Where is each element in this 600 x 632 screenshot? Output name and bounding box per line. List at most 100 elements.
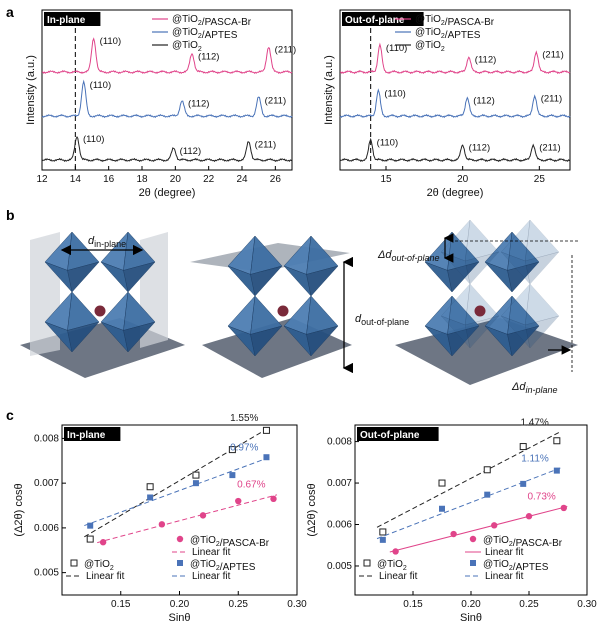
y-tick-label: 0.005 xyxy=(34,568,59,579)
octahedron-face xyxy=(524,315,560,349)
legend-label: @TiO2/APTES xyxy=(483,559,549,573)
octahedron-face xyxy=(464,251,500,285)
y-axis-label: (Δ2θ) cosθ xyxy=(13,483,25,536)
octahedron-face xyxy=(306,325,339,357)
x-tick-label: 22 xyxy=(203,174,215,185)
data-point xyxy=(438,479,446,487)
y-tick-label: 0.007 xyxy=(34,478,59,489)
fit-line xyxy=(376,467,561,540)
x-axis-label: Sinθ xyxy=(168,612,190,624)
y-axis-label: (Δ2θ) cosθ xyxy=(306,483,318,536)
center-atom-3 xyxy=(474,305,486,317)
peak-label: (112) xyxy=(180,146,201,157)
panel-tag: Out-of-plane xyxy=(360,430,420,441)
octahedron-face xyxy=(464,283,500,326)
legend-label: @TiO2 xyxy=(172,40,202,53)
peak-label: (112) xyxy=(469,143,490,154)
peak-label: (110) xyxy=(386,43,407,54)
panel-tag-bg xyxy=(357,427,439,441)
octahedron-face xyxy=(447,325,480,357)
legend-fit-label: Linear fit xyxy=(192,571,231,582)
legend-fit-label: Linear fit xyxy=(485,547,524,558)
octahedra xyxy=(44,219,560,357)
octahedron-face xyxy=(441,315,471,349)
legend-marker xyxy=(363,559,371,567)
x-tick-label: 26 xyxy=(270,174,282,185)
peak-label: (211) xyxy=(255,139,276,150)
fit-line xyxy=(97,494,278,544)
x-axis-label: Sinθ xyxy=(460,612,482,624)
xrd-series-line xyxy=(42,37,293,75)
legend-marker xyxy=(176,535,184,543)
x-tick-label: 12 xyxy=(36,174,48,185)
legend-marker xyxy=(70,559,78,567)
peak-label: (211) xyxy=(265,95,286,106)
panel-tag: Out-of-plane xyxy=(345,15,405,26)
data-point xyxy=(229,472,236,479)
legend-fit-label: Linear fit xyxy=(485,571,524,582)
data-point xyxy=(379,528,387,536)
x-tick-label: 0.30 xyxy=(287,599,307,610)
strain-label: 1.47% xyxy=(520,418,548,429)
x-tick-label: 18 xyxy=(136,174,148,185)
x-tick-label: 20 xyxy=(170,174,182,185)
x-tick-label: 0.15 xyxy=(111,599,131,610)
legend-label: @TiO2/PASCA-Br xyxy=(483,535,563,549)
peak-label: (110) xyxy=(83,134,104,145)
y-tick-label: 0.005 xyxy=(327,561,352,572)
data-point xyxy=(519,443,527,451)
panel-tag: In-plane xyxy=(47,15,86,26)
strain-label: 0.73% xyxy=(527,491,555,502)
peak-label: (110) xyxy=(384,89,405,100)
data-point xyxy=(483,466,491,474)
x-tick-label: 20 xyxy=(457,174,469,185)
data-point xyxy=(553,467,560,474)
data-point xyxy=(86,535,94,543)
xrd-series-line xyxy=(339,137,571,163)
legend-label: @TiO2/APTES xyxy=(190,559,256,573)
x-tick-label: 0.20 xyxy=(170,599,190,610)
x-tick-label: 0.30 xyxy=(577,599,597,610)
legend-marker xyxy=(470,560,476,566)
y-axis-label: Intensity (a.u.) xyxy=(25,55,37,125)
lattice-schematic: din-plane dout-of-plane Δdout-of-plane Δ… xyxy=(20,219,580,395)
data-point xyxy=(379,536,386,543)
legend-marker xyxy=(177,560,183,566)
legend-marker xyxy=(469,535,477,543)
data-point xyxy=(553,437,561,445)
x-axis-label: 2θ (degree) xyxy=(427,187,484,199)
y-axis-label: Intensity (a.u.) xyxy=(323,55,335,125)
data-point xyxy=(263,454,270,461)
center-atom-2 xyxy=(277,305,289,317)
data-point xyxy=(439,505,445,512)
data-point xyxy=(262,426,270,434)
octahedron-face xyxy=(306,265,339,297)
octahedron-face xyxy=(524,251,560,285)
data-point xyxy=(525,513,533,520)
data-point xyxy=(520,480,527,487)
panel-tag-bg xyxy=(64,427,121,441)
d-out-of-plane-label: dout-of-plane xyxy=(355,313,409,327)
octahedron-face xyxy=(507,261,540,293)
octahedron-face xyxy=(447,261,480,293)
legend-fit-label: Linear fit xyxy=(86,571,125,582)
x-tick-label: 25 xyxy=(534,174,546,185)
octahedron-face xyxy=(464,219,500,262)
data-point xyxy=(228,446,236,454)
data-point xyxy=(270,495,277,503)
x-tick-label: 0.20 xyxy=(461,599,481,610)
strain-label: 0.97% xyxy=(230,442,258,453)
xrd-series-line xyxy=(41,135,293,163)
plot-frame xyxy=(41,9,293,171)
legend-label: @TiO2/APTES xyxy=(415,27,481,41)
data-point xyxy=(158,521,166,528)
fit-line xyxy=(84,426,271,538)
panel-letter-a: a xyxy=(6,4,14,20)
legend-label: @TiO2/PASCA-Br xyxy=(172,14,252,28)
data-point xyxy=(235,497,242,505)
strain-out-of-plane-chart: 0.15 0.20 0.25 0.30 0.005 0.006 0.007 0.008 Sinθ… xyxy=(306,418,597,624)
legend-label: @TiO2 xyxy=(377,559,407,572)
legend-label: @TiO2/APTES xyxy=(172,27,238,41)
data-point xyxy=(87,522,94,529)
